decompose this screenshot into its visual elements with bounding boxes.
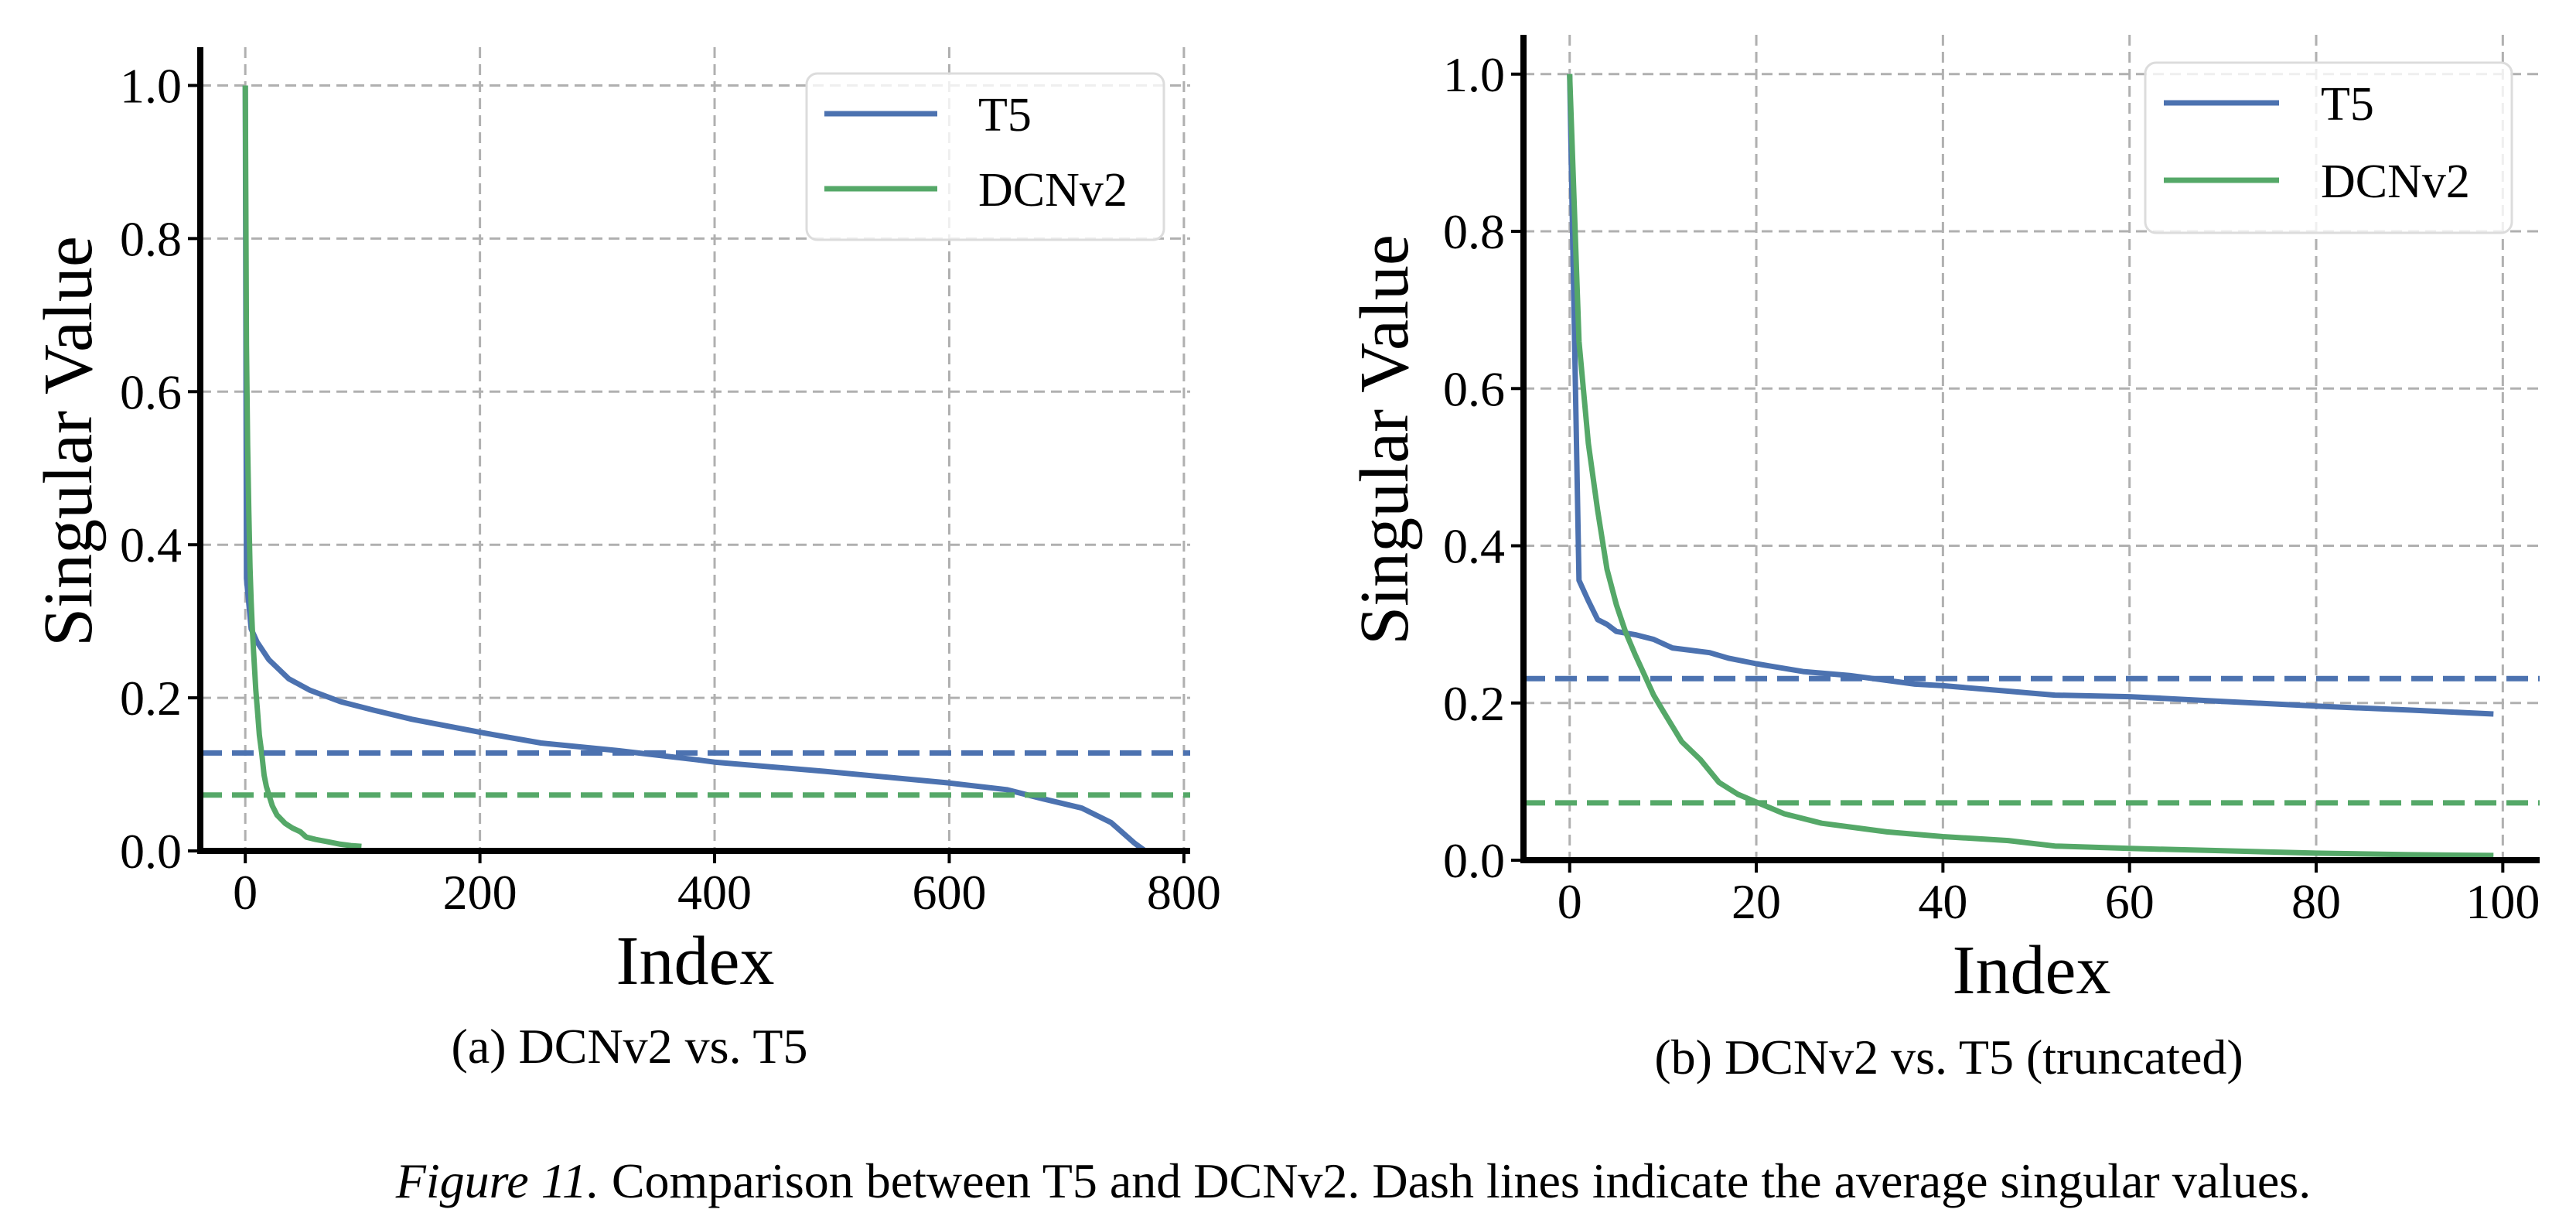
y-tick-label: 0.4: [1443, 519, 1505, 574]
x-tick-label: 40: [1918, 874, 1967, 929]
y-tick-label: 0.0: [1443, 833, 1505, 888]
y-tick-label: 0.6: [1443, 361, 1505, 416]
x-tick-label: 0: [1558, 874, 1582, 929]
x-tick-label: 400: [677, 865, 752, 920]
series-line-dcnv2: [1567, 73, 2494, 859]
series-line-t5: [1567, 73, 2494, 717]
x-tick-label: 60: [2105, 874, 2155, 929]
legend-label-dcnv2: DCNv2: [2321, 155, 2470, 208]
x-tick-label: 100: [2465, 874, 2540, 929]
legend: T5 DCNv2: [2144, 61, 2513, 234]
y-axis-label: Singular Value: [30, 236, 107, 647]
legend: T5 DCNv2: [805, 72, 1165, 241]
x-tick-label: 20: [1732, 874, 1781, 929]
x-tick-label: 600: [912, 865, 986, 920]
y-tick-label: 1.0: [1443, 47, 1505, 102]
y-tick-label: 1.0: [120, 58, 182, 113]
x-axis-label: Index: [616, 923, 775, 999]
y-tick-label: 0.2: [120, 671, 182, 726]
series-line-t5: [242, 85, 1147, 853]
y-tick-label: 0.2: [1443, 676, 1505, 731]
figure-caption-text: Comparison between T5 and DCNv2. Dash li…: [599, 1153, 2311, 1208]
y-tick-label: 0.8: [120, 211, 182, 266]
subplot-b: 0 20 40 60 80 100 0.0 0.2 0.4 0.6 0.8 1.0 Index Singu…: [1346, 35, 2540, 1085]
y-axis-label: Singular Value: [1346, 234, 1423, 645]
y-tick-label: 0.8: [1443, 204, 1505, 259]
legend-label-t5: T5: [978, 89, 1032, 142]
y-tick-label: 0.0: [120, 824, 182, 879]
x-tick-label: 80: [2291, 874, 2341, 929]
y-tick-label: 0.4: [120, 518, 182, 572]
y-tick-label: 0.6: [120, 364, 182, 419]
x-tick-label: 800: [1147, 865, 1221, 920]
subplot-a: 0 200 400 600 800 0.0 0.2 0.4 0.6 0.8 1.0 Index Sing…: [30, 47, 1221, 1074]
x-tick-label: 0: [233, 865, 258, 920]
legend-label-t5: T5: [2321, 78, 2374, 131]
legend-label-dcnv2: DCNv2: [978, 164, 1128, 217]
subcaption: (a) DCNv2 vs. T5: [452, 1019, 808, 1074]
x-axis-label: Index: [1953, 932, 2111, 1009]
subcaption: (b) DCNv2 vs. T5 (truncated): [1654, 1030, 2243, 1085]
series-line-dcnv2: [242, 85, 362, 849]
x-tick-label: 200: [443, 865, 517, 920]
figure-caption: Figure 11. Comparison between T5 and DCN…: [395, 1153, 2311, 1208]
figure-caption-label: Figure 11.: [395, 1153, 599, 1208]
